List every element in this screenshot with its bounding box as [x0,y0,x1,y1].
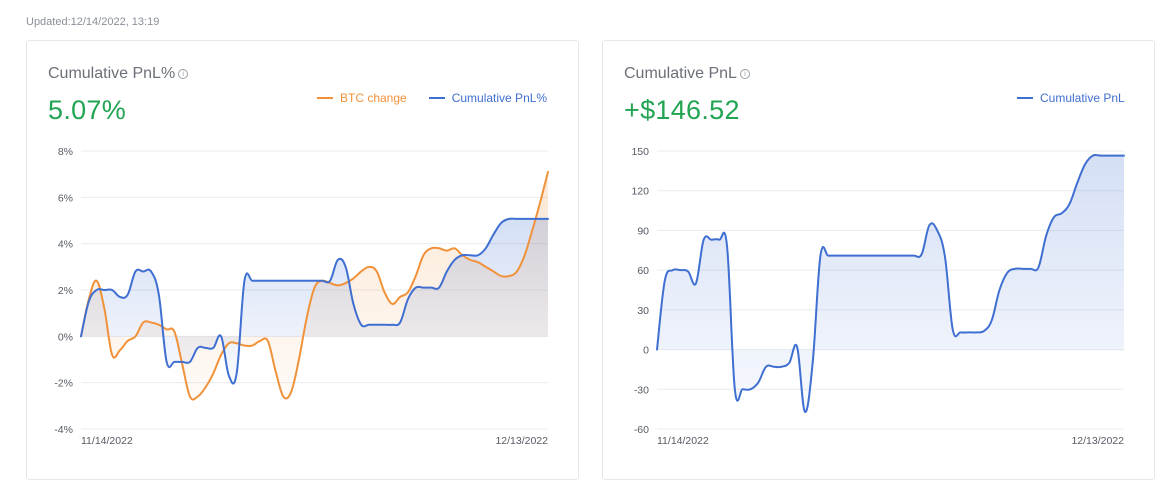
y-tick-label: -4% [54,424,73,436]
card-title: Cumulative PnL i [624,65,750,83]
pnl-percent-value: 5.07% [48,95,127,125]
legend-swatch [428,97,445,99]
y-tick-label: -60 [634,424,649,436]
y-tick-label: 0% [58,331,73,343]
x-tick-label: 11/14/2022 [81,435,133,447]
pnl-percent-chart[interactable]: -4% -2% 0% 2% 4% 6% 8% 11/14/2022 12/13/2022 [27,41,580,481]
y-tick-label: 6% [58,192,73,204]
updated-timestamp: Updated:12/14/2022, 13:19 [26,16,160,28]
y-tick-label: 2% [58,285,73,297]
pnl-percent-card: Cumulative PnL% i 5.07% BTC change Cumul… [26,40,579,480]
info-icon[interactable]: i [178,69,189,79]
x-tick-label: 11/14/2022 [657,435,709,447]
legend-item-cumulative-pnl[interactable]: Cumulative PnL [1017,91,1125,105]
series-line-1 [80,217,549,385]
chart-legend: BTC change Cumulative PnL% [317,91,547,105]
pnl-usd-chart[interactable]: -60 -30 0 30 60 90 120 150 11/14/2022 12/13/2022 [603,41,1156,481]
y-tick-label: 120 [631,186,649,198]
y-tick-label: -2% [54,378,73,390]
y-tick-label: 4% [58,239,73,251]
y-tick-label: 150 [631,146,649,158]
legend-item-cumulative-pnl-percent[interactable]: Cumulative PnL% [428,91,548,105]
y-tick-label: 0 [643,345,649,357]
x-tick-label: 12/13/2022 [1071,435,1124,447]
info-icon[interactable]: i [739,69,750,79]
x-tick-label: 12/13/2022 [495,435,548,447]
series-area-1 [81,218,548,384]
legend-item-btc-change[interactable]: BTC change [317,91,407,105]
legend-label: Cumulative PnL% [451,91,548,105]
y-tick-label: -30 [634,384,649,396]
series-area-0 [657,154,1124,413]
series-line-0 [80,170,549,401]
card-title-text: Cumulative PnL% [48,65,176,82]
chart-legend: Cumulative PnL [1017,91,1125,105]
legend-label: Cumulative PnL [1040,91,1125,105]
legend-label: BTC change [340,91,407,105]
card-title: Cumulative PnL% i [48,65,189,83]
series-line-0 [656,153,1125,413]
legend-swatch [1017,97,1033,99]
pnl-usd-card: Cumulative PnL i +$146.52 Cumulative PnL… [602,40,1155,480]
y-tick-label: 90 [637,225,649,237]
legend-swatch [317,97,333,99]
y-tick-label: 60 [637,265,649,277]
y-tick-label: 8% [58,146,73,158]
y-tick-label: 30 [637,305,649,317]
card-title-text: Cumulative PnL [624,65,737,82]
pnl-usd-value: +$146.52 [624,95,740,125]
